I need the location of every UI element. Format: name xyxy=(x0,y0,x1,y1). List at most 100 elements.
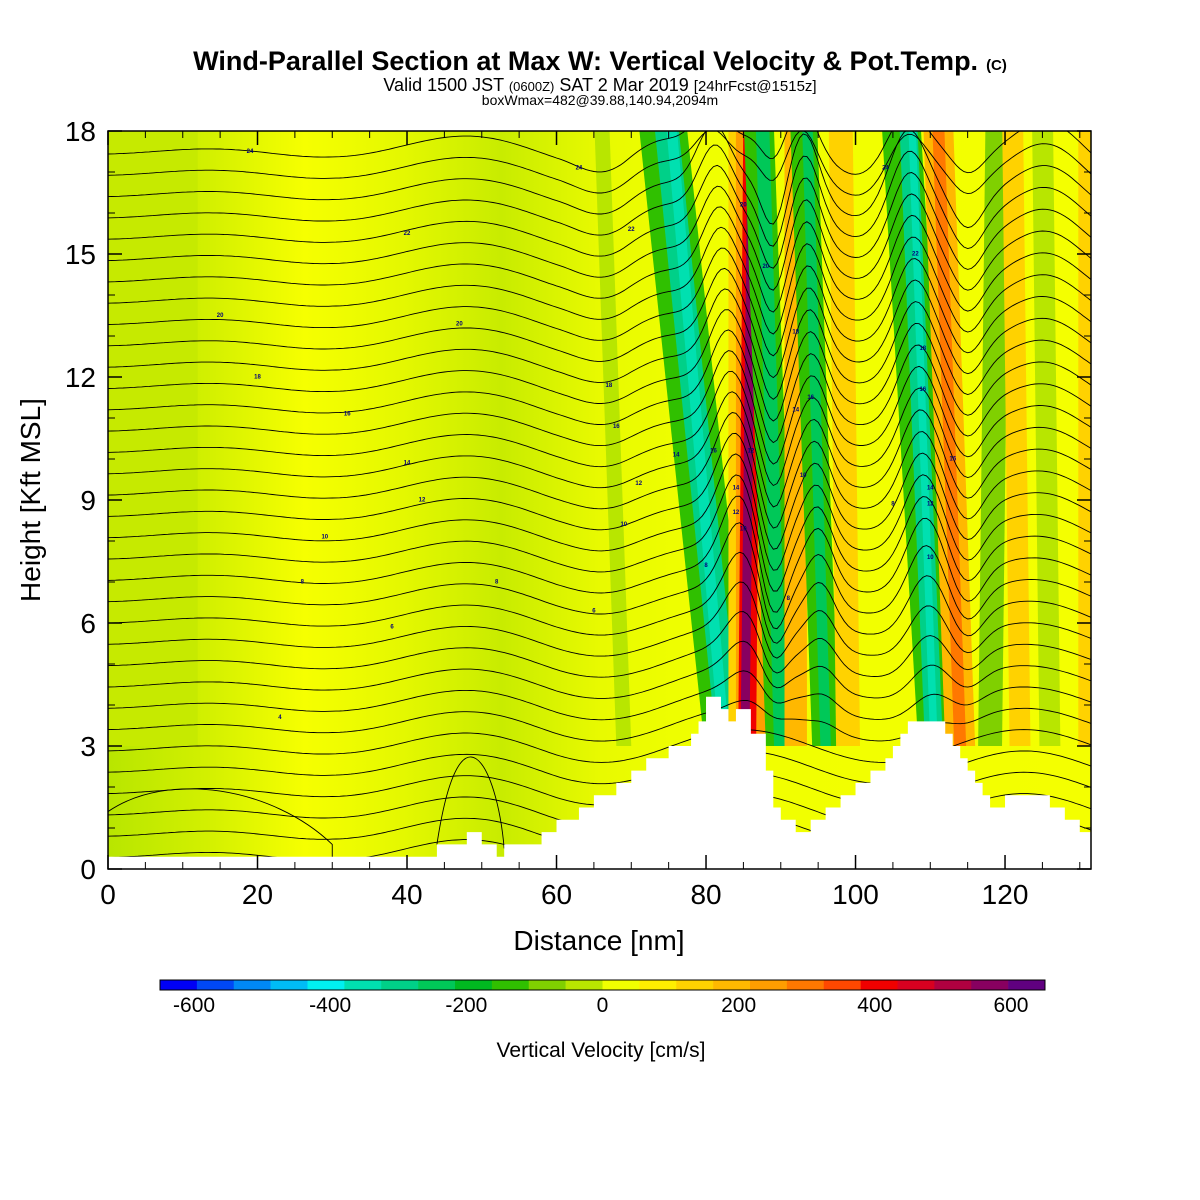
downdraft-band xyxy=(1032,131,1061,746)
theta-contour xyxy=(108,185,1091,291)
theta-contour xyxy=(108,267,1091,379)
plot-area: 24 24 24 22 22 22 20 20 20 20 18 18 18 18 16 16 16 16 16 16… xyxy=(108,131,1091,869)
weak-downdraft-band xyxy=(108,131,198,746)
colorbar-swatch xyxy=(860,980,898,990)
contour-label: 20 xyxy=(740,202,747,208)
contour-label: 12 xyxy=(748,448,755,454)
contour-label: 8 xyxy=(787,596,791,602)
theta-contour xyxy=(108,131,1091,175)
colorbar-swatch xyxy=(491,980,530,990)
y-tick-label: 15 xyxy=(65,239,96,270)
y-tick-label: 12 xyxy=(65,362,96,393)
theta-contour xyxy=(108,788,333,869)
contour-label: 8 xyxy=(495,580,499,586)
downdraft-core xyxy=(755,131,788,746)
theta-contour xyxy=(108,412,1091,529)
contour-label: 12 xyxy=(635,481,642,487)
downdraft-band xyxy=(594,131,632,746)
contour-label: 14 xyxy=(792,407,799,413)
colorbar-swatch xyxy=(786,980,825,990)
colorbar-tick-label: -400 xyxy=(309,994,351,1017)
theta-contour xyxy=(108,350,1091,465)
y-tick-label: 6 xyxy=(80,608,96,639)
updraft-band xyxy=(1002,131,1031,746)
contour-label: 12 xyxy=(733,510,740,516)
theta-contour xyxy=(108,370,1091,487)
theta-contour xyxy=(108,247,1091,357)
contour-label: 6 xyxy=(592,608,596,614)
theta-contour xyxy=(108,144,1091,249)
theta-contour xyxy=(108,453,1091,571)
theta-contour xyxy=(108,495,1091,613)
contour-label: 18 xyxy=(792,329,799,335)
x-tick-label: 0 xyxy=(100,879,116,910)
colorbar-swatch xyxy=(602,980,640,990)
colorbar-swatch xyxy=(897,980,935,990)
theta-contour xyxy=(108,131,1091,196)
downdraft-core xyxy=(802,131,831,746)
colorbar-label: Vertical Velocity [cm/s] xyxy=(497,1039,706,1062)
contour-label: 16 xyxy=(949,457,956,463)
contour-label: 14 xyxy=(673,452,680,458)
theta-contour xyxy=(108,206,1091,313)
contour-label: 16 xyxy=(344,411,351,417)
contour-label: 16 xyxy=(710,448,717,454)
theta-contour xyxy=(108,131,1091,229)
contour-label: 20 xyxy=(762,264,769,270)
theta-contour xyxy=(108,474,1091,592)
contour-label: 8 xyxy=(891,502,895,508)
colorbar-swatch xyxy=(1008,980,1046,990)
colorbar-swatch xyxy=(713,980,751,990)
colorbar-tick-label: 400 xyxy=(857,994,892,1017)
colorbar-swatch xyxy=(528,980,566,990)
theta-contour xyxy=(108,522,1091,630)
contour-label: 10 xyxy=(927,555,934,561)
colorbar-swatch xyxy=(934,980,972,990)
y-tick-label: 9 xyxy=(80,485,96,516)
contour-label: 24 xyxy=(882,165,889,171)
contour-label: 16 xyxy=(919,387,926,393)
theta-contour xyxy=(108,581,1091,659)
contour-labels: 24 24 24 22 22 22 20 20 20 20 18 18 18 18 16 16 16 16 16 16… xyxy=(217,149,957,721)
contour-label: 18 xyxy=(606,383,613,389)
theta-contour xyxy=(108,226,1091,335)
contour-label: 6 xyxy=(390,625,394,631)
x-tick-label: 20 xyxy=(242,879,273,910)
contour-label: 10 xyxy=(740,526,747,532)
downdraft-band xyxy=(978,131,1010,746)
colorbar-swatch xyxy=(196,980,235,990)
contour-label: 10 xyxy=(620,522,627,528)
theta-contour xyxy=(108,611,1091,678)
colorbar-swatch xyxy=(381,980,419,990)
colorbar-swatch xyxy=(565,980,603,990)
theta-contour xyxy=(108,640,1091,699)
colorbar-swatch xyxy=(160,980,198,990)
chart-subtitle: Valid 1500 JST (0600Z) SAT 2 Mar 2019 [2… xyxy=(383,75,816,95)
updraft-band xyxy=(1078,131,1091,746)
theta-contour xyxy=(108,309,1091,422)
colorbar-tick-label: 200 xyxy=(721,994,756,1017)
box-info: boxWmax=482@39.88,140.94,2094m xyxy=(482,92,718,108)
colorbar-frame xyxy=(159,979,1046,991)
x-tick-label: 60 xyxy=(541,879,572,910)
colorbar-swatch xyxy=(639,980,677,990)
contour-label: 22 xyxy=(912,252,919,258)
colorbar-swatch xyxy=(823,980,861,990)
updraft-core xyxy=(932,131,967,746)
contour-label: 14 xyxy=(927,485,934,491)
contour-label: 14 xyxy=(733,485,740,491)
colorbar-swatch xyxy=(455,980,493,990)
colorbar: -600 -400 -200 0 200 400 600 xyxy=(159,979,1046,1017)
theta-contour xyxy=(108,670,1091,721)
colorbar-swatch xyxy=(676,980,714,990)
x-tick-label: 40 xyxy=(391,879,422,910)
colorbar-swatch xyxy=(418,980,456,990)
contour-label: 10 xyxy=(321,534,328,540)
contour-label: 10 xyxy=(800,473,807,479)
contour-label: 12 xyxy=(927,502,934,508)
contour-label: 18 xyxy=(919,346,926,352)
contour-label: 16 xyxy=(807,395,814,401)
theta-contour xyxy=(108,164,1091,270)
contour-label: 22 xyxy=(628,227,635,233)
colorbar-tick-label: 0 xyxy=(597,994,609,1017)
